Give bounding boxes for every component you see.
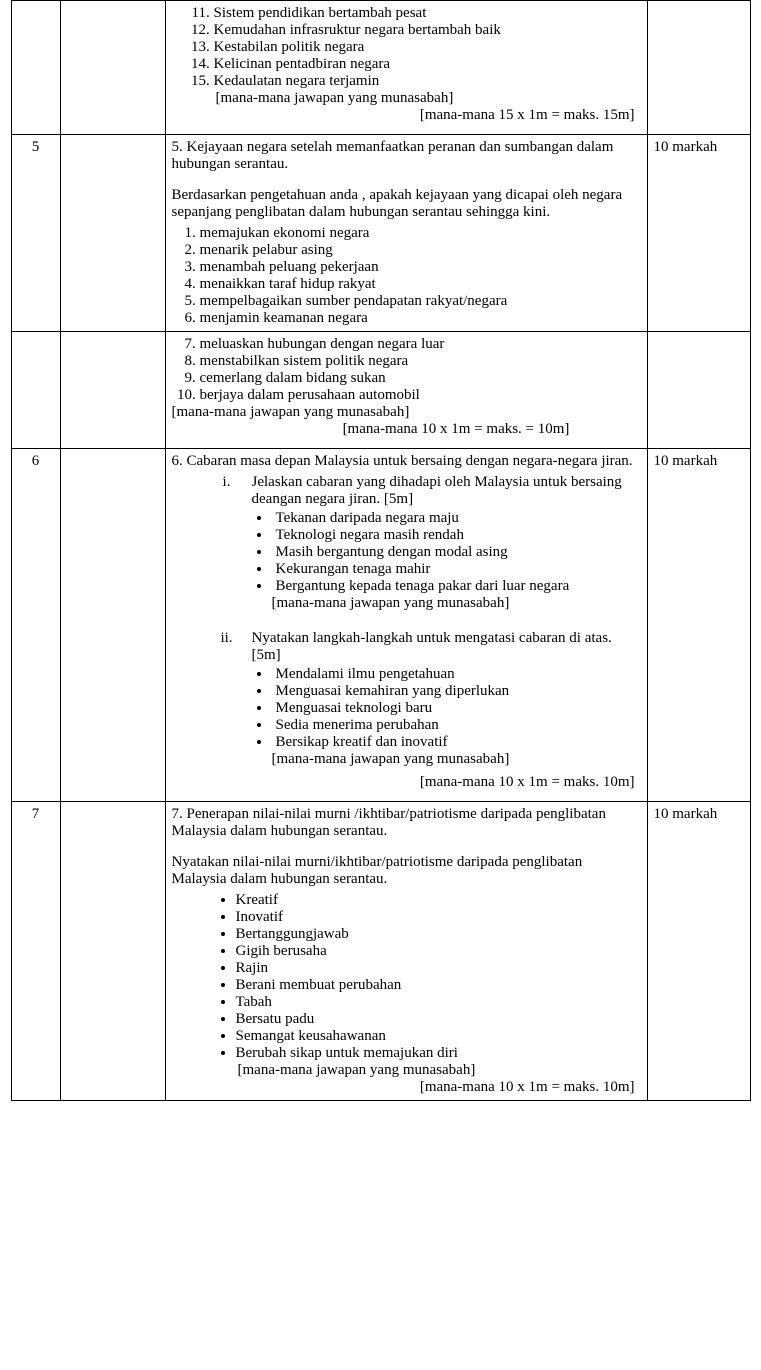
cell-empty [60,332,165,449]
cell-content: Sistem pendidikan bertambah pesatKemudah… [165,1,647,135]
note-marks: [mana-mana 10 x 1m = maks. 10m] [172,1079,641,1096]
note-text: [mana-mana jawapan yang munasabah] [216,90,641,107]
cell-number: 7 [11,802,60,1101]
roman-item: ii.Nyatakan langkah-langkah untuk mengat… [202,630,641,768]
cell-empty [60,449,165,802]
note-text: [mana-mana jawapan yang munasabah] [272,751,641,768]
marking-scheme-table: Sistem pendidikan bertambah pesatKemudah… [11,0,751,1101]
list-item: Berani membuat perubahan [236,977,641,994]
cell-content: meluaskan hubungan dengan negara luar me… [165,332,647,449]
list-item: Kestabilan politik negara [214,39,641,56]
note-marks: [mana-mana 15 x 1m = maks. 15m] [172,107,641,124]
list-item: cemerlang dalam bidang sukan [200,370,641,387]
list-item: menambah peluang pekerjaan [200,259,641,276]
list-item: Tabah [236,994,641,1011]
list-item: Tekanan daripada negara maju [272,510,641,527]
cell-content: 7. Penerapan nilai-nilai murni /ikhtibar… [165,802,647,1101]
note-text: [mana-mana jawapan yang munasabah] [272,595,641,612]
numbered-list: memajukan ekonomi negara menarik pelabur… [172,225,641,327]
cell-content: 6. Cabaran masa depan Malaysia untuk ber… [165,449,647,802]
table-row: Sistem pendidikan bertambah pesatKemudah… [11,1,750,135]
cell-content: 5. Kejayaan negara setelah memanfaatkan … [165,135,647,332]
list-item: Sistem pendidikan bertambah pesat [214,5,641,22]
list-item: menstabilkan sistem politik negara [200,353,641,370]
cell-marks: 10 markah [647,449,750,802]
list-item: Sedia menerima perubahan [272,717,641,734]
question-title: 6. Cabaran masa depan Malaysia untuk ber… [172,453,641,470]
list-item: Masih bergantung dengan modal asing [272,544,641,561]
cell-marks: 10 markah [647,802,750,1101]
note-text: [mana-mana jawapan yang munasabah] [172,404,641,421]
table-row: 6 6. Cabaran masa depan Malaysia untuk b… [11,449,750,802]
cell-marks [647,332,750,449]
list-item: Rajin [236,960,641,977]
list-item: meluaskan hubungan dengan negara luar [200,336,641,353]
roman-content: Jelaskan cabaran yang dihadapi oleh Mala… [252,474,641,612]
numbered-list: meluaskan hubungan dengan negara luar me… [172,336,641,404]
question-sub: Berdasarkan pengetahuan anda , apakah ke… [172,187,641,221]
list-item: Berubah sikap untuk memajukan diri [236,1045,641,1062]
roman-list: i.Jelaskan cabaran yang dihadapi oleh Ma… [202,474,641,768]
cell-number [11,332,60,449]
list-item: Kemudahan infrasruktur negara bertambah … [214,22,641,39]
roman-numeral: ii. [202,630,252,768]
table-row: 5 5. Kejayaan negara setelah memanfaatka… [11,135,750,332]
question-title: 5. Kejayaan negara setelah memanfaatkan … [172,139,641,173]
question-sub: Nyatakan nilai-nilai murni/ikhtibar/patr… [172,854,641,888]
roman-content: Nyatakan langkah-langkah untuk mengatasi… [252,630,641,768]
sub-question: Nyatakan langkah-langkah untuk mengatasi… [252,630,641,664]
list-item: Menguasai kemahiran yang diperlukan [272,683,641,700]
list-item: berjaya dalam perusahaan automobil [200,387,641,404]
question-title: 7. Penerapan nilai-nilai murni /ikhtibar… [172,806,641,840]
list-item: Menguasai teknologi baru [272,700,641,717]
bullet-list: Mendalami ilmu pengetahuanMenguasai kema… [252,666,641,751]
roman-item: i.Jelaskan cabaran yang dihadapi oleh Ma… [202,474,641,612]
cell-marks [647,1,750,135]
list-item: memajukan ekonomi negara [200,225,641,242]
list-item: Kelicinan pentadbiran negara [214,56,641,73]
list-item: mempelbagaikan sumber pendapatan rakyat/… [200,293,641,310]
cell-number: 6 [11,449,60,802]
bullet-list: KreatifInovatifBertanggungjawabGigih ber… [172,892,641,1062]
list-item: Semangat keusahawanan [236,1028,641,1045]
list-item: Kedaulatan negara terjamin [214,73,641,90]
list-item: Gigih berusaha [236,943,641,960]
note-text: [mana-mana jawapan yang munasabah] [238,1062,641,1079]
cell-empty [60,802,165,1101]
list-item: Bertanggungjawab [236,926,641,943]
note-marks: [mana-mana 10 x 1m = maks. 10m] [172,774,641,791]
cell-number [11,1,60,135]
cell-marks: 10 markah [647,135,750,332]
list-item: Bersikap kreatif dan inovatif [272,734,641,751]
list-item: Bergantung kepada tenaga pakar dari luar… [272,578,641,595]
list-item: Inovatif [236,909,641,926]
list-item: menjamin keamanan negara [200,310,641,327]
table-row: 7 7. Penerapan nilai-nilai murni /ikhtib… [11,802,750,1101]
cell-empty [60,1,165,135]
list-item: Bersatu padu [236,1011,641,1028]
cell-empty [60,135,165,332]
list-item: Kekurangan tenaga mahir [272,561,641,578]
cell-number: 5 [11,135,60,332]
bullet-list: Tekanan daripada negara majuTeknologi ne… [252,510,641,595]
sub-question: Jelaskan cabaran yang dihadapi oleh Mala… [252,474,641,508]
list-item: menaikkan taraf hidup rakyat [200,276,641,293]
numbered-list: Sistem pendidikan bertambah pesatKemudah… [186,5,641,90]
list-item: Mendalami ilmu pengetahuan [272,666,641,683]
note-marks: [mana-mana 10 x 1m = maks. = 10m] [272,421,641,438]
list-item: menarik pelabur asing [200,242,641,259]
list-item: Teknologi negara masih rendah [272,527,641,544]
table-row: meluaskan hubungan dengan negara luar me… [11,332,750,449]
list-item: Kreatif [236,892,641,909]
roman-numeral: i. [202,474,252,612]
